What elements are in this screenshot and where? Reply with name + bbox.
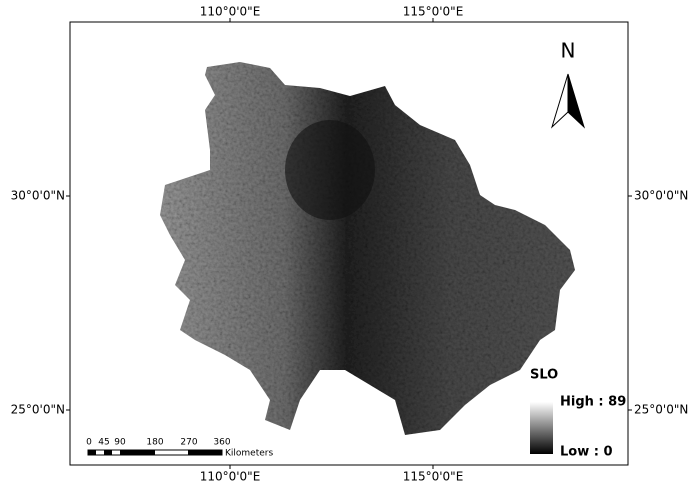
scale-segment [88, 450, 96, 455]
latitude-label: 30°0'0"N [634, 189, 688, 203]
scale-segment [104, 450, 112, 455]
scale-bar [88, 450, 222, 455]
legend-high: High : 89 [560, 395, 626, 410]
scale-label: 360 [213, 438, 230, 448]
scale-unit: Kilometers [225, 449, 273, 459]
longitude-label: 115°0'0"E [403, 470, 464, 484]
longitude-label: 110°0'0"E [200, 470, 261, 484]
latitude-label: 25°0'0"N [634, 403, 688, 417]
scale-label: 45 [98, 438, 109, 448]
legend-low: Low : 0 [560, 445, 613, 460]
scale-label: 90 [114, 438, 126, 448]
legend-ramp [530, 402, 553, 454]
latitude-label: 25°0'0"N [11, 403, 65, 417]
longitude-label: 115°0'0"E [403, 5, 464, 19]
north-arrow-label: N [561, 39, 576, 63]
scale-label: 270 [180, 438, 197, 448]
scale-segment [120, 450, 155, 455]
scale-label: 0 [86, 438, 92, 448]
legend-title: SLO [530, 368, 558, 383]
scale-label: 180 [146, 438, 163, 448]
latitude-label: 30°0'0"N [11, 189, 65, 203]
longitude-label: 110°0'0"E [200, 5, 261, 19]
scale-segment [188, 450, 222, 455]
dark-area [285, 120, 375, 220]
map: 110°0'0"E 115°0'0"E 110°0'0"E 115°0'0"E … [0, 0, 694, 488]
